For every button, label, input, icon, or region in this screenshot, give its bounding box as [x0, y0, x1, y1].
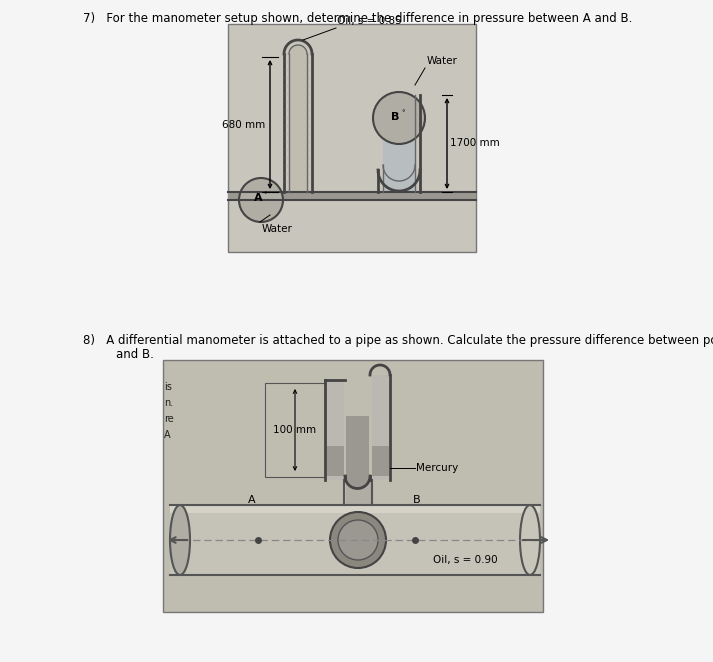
Text: is: is — [164, 382, 172, 392]
Bar — [265, 383, 325, 477]
Ellipse shape — [170, 505, 190, 575]
Text: °: ° — [263, 192, 267, 198]
Bar — [228, 192, 476, 200]
Text: Oil, s = 0.85: Oil, s = 0.85 — [337, 16, 401, 26]
Text: n.: n. — [164, 398, 173, 408]
Polygon shape — [345, 476, 370, 489]
Polygon shape — [289, 45, 307, 54]
Text: A: A — [164, 430, 170, 440]
Circle shape — [373, 92, 425, 144]
Circle shape — [239, 178, 283, 222]
Bar — [346, 416, 369, 476]
Bar — [346, 480, 371, 505]
Text: Water: Water — [262, 224, 293, 234]
Text: Mercury: Mercury — [416, 463, 458, 473]
Bar — [371, 446, 389, 476]
Text: Oil, s = 0.90: Oil, s = 0.90 — [433, 555, 497, 565]
Text: Water: Water — [427, 56, 458, 66]
Text: 1700 mm: 1700 mm — [450, 138, 500, 148]
Text: 680 mm: 680 mm — [222, 120, 265, 130]
Polygon shape — [383, 165, 415, 181]
Text: B: B — [413, 495, 421, 505]
Bar — [371, 375, 389, 480]
Text: B: B — [391, 112, 399, 122]
Circle shape — [338, 520, 378, 560]
Text: re: re — [164, 414, 174, 424]
Text: 8)   A differential manometer is attached to a pipe as shown. Calculate the pres: 8) A differential manometer is attached … — [83, 334, 713, 347]
Text: 7)   For the manometer setup shown, determine the difference in pressure between: 7) For the manometer setup shown, determ… — [83, 12, 632, 25]
Bar — [228, 24, 476, 252]
Bar — [289, 54, 307, 192]
Bar — [170, 505, 540, 513]
Text: °: ° — [401, 110, 405, 116]
Text: A: A — [254, 193, 262, 203]
Text: and B.: and B. — [116, 348, 154, 361]
Bar — [383, 95, 415, 192]
Bar — [327, 380, 344, 480]
Circle shape — [330, 512, 386, 568]
Text: A: A — [248, 495, 256, 505]
Ellipse shape — [520, 505, 540, 575]
Bar — [163, 360, 543, 612]
Bar — [170, 505, 540, 575]
Text: 100 mm: 100 mm — [274, 425, 317, 435]
Bar — [383, 95, 415, 165]
Bar — [327, 446, 344, 476]
